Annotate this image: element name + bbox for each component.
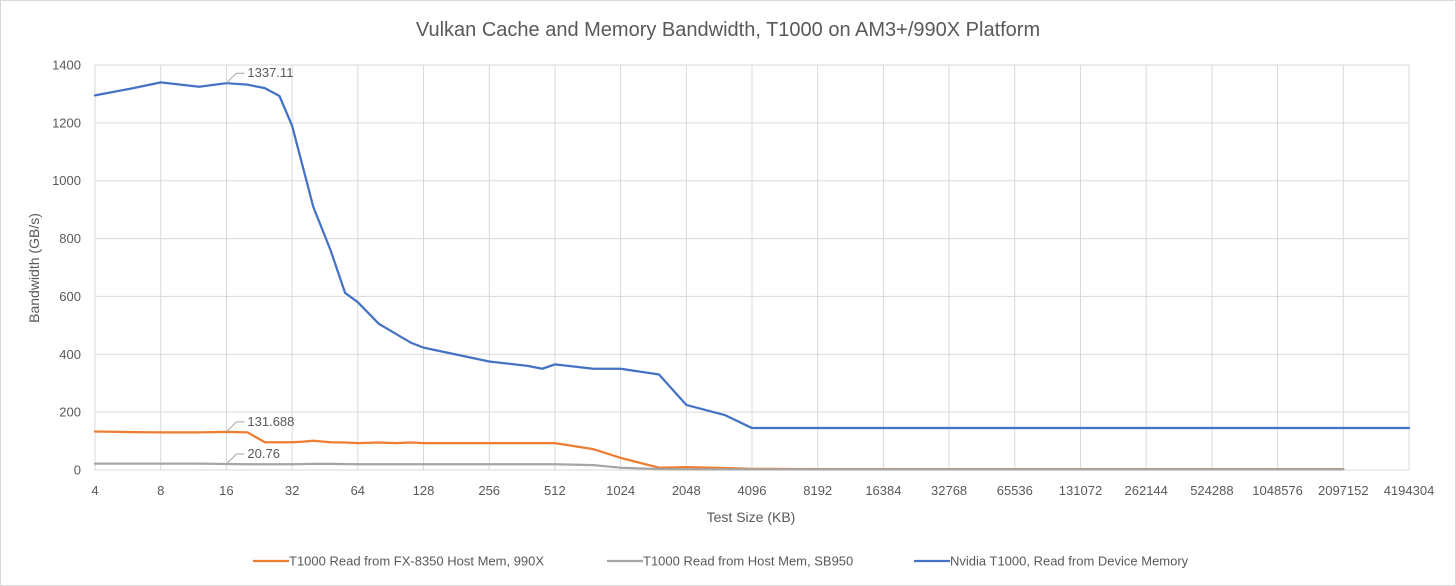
grid-layer xyxy=(94,64,1410,471)
y-tick-label: 800 xyxy=(59,231,81,246)
x-tick-label: 4 xyxy=(91,483,98,498)
data-label: 20.76 xyxy=(247,446,280,461)
x-tick-label: 4194304 xyxy=(1384,483,1435,498)
y-tick-label: 1200 xyxy=(52,115,81,130)
y-tick-label: 200 xyxy=(59,405,81,420)
data-label-leader xyxy=(226,421,245,433)
x-tick-label: 8192 xyxy=(803,483,832,498)
y-tick-label: 0 xyxy=(74,463,81,478)
x-tick-label: 262144 xyxy=(1125,483,1168,498)
x-tick-label: 256 xyxy=(478,483,500,498)
x-tick-label: 512 xyxy=(544,483,566,498)
y-tick-label: 600 xyxy=(59,289,81,304)
x-tick-label: 524288 xyxy=(1190,483,1233,498)
axis-layer: 0 200 400 600 800 1000 1200 1400 4 8 16 32 64 128 256 5… xyxy=(52,58,1434,499)
x-tick-label: 4096 xyxy=(738,483,767,498)
series-layer xyxy=(93,81,1411,471)
x-tick-label: 16 xyxy=(219,483,233,498)
legend-label: T1000 Read from Host Mem, SB950 xyxy=(643,554,853,569)
legend-label: Nvidia T1000, Read from Device Memory xyxy=(950,554,1189,569)
x-tick-label: 2048 xyxy=(672,483,701,498)
chart-title: Vulkan Cache and Memory Bandwidth, T1000… xyxy=(416,19,1040,41)
x-tick-label: 32768 xyxy=(931,483,967,498)
y-tick-label: 400 xyxy=(59,347,81,362)
x-axis-title: Test Size (KB) xyxy=(707,509,796,525)
x-tick-label: 1048576 xyxy=(1252,483,1303,498)
x-tick-label: 16384 xyxy=(865,483,901,498)
annotation-layer: 1337.11 131.688 20.76 xyxy=(226,65,294,465)
y-axis-title: Bandwidth (GB/s) xyxy=(26,213,42,323)
y-tick-label: 1000 xyxy=(52,173,81,188)
data-label: 131.688 xyxy=(247,414,294,429)
x-tick-label: 2097152 xyxy=(1318,483,1369,498)
series-line-2 xyxy=(93,462,1345,471)
x-tick-label: 131072 xyxy=(1059,483,1102,498)
data-label: 1337.11 xyxy=(247,65,293,80)
x-tick-label: 64 xyxy=(351,483,365,498)
legend-label: T1000 Read from FX-8350 Host Mem, 990X xyxy=(289,554,544,569)
legend: T1000 Read from FX-8350 Host Mem, 990X T1… xyxy=(253,554,1189,569)
x-tick-label: 128 xyxy=(413,483,435,498)
x-tick-label: 65536 xyxy=(997,483,1033,498)
x-tick-label: 32 xyxy=(285,483,299,498)
x-tick-label: 8 xyxy=(157,483,164,498)
series-line-3 xyxy=(93,81,1411,430)
x-tick-label: 1024 xyxy=(606,483,635,498)
data-label-leader xyxy=(226,72,245,84)
data-label-leader xyxy=(226,453,245,465)
y-tick-label: 1400 xyxy=(52,58,81,73)
